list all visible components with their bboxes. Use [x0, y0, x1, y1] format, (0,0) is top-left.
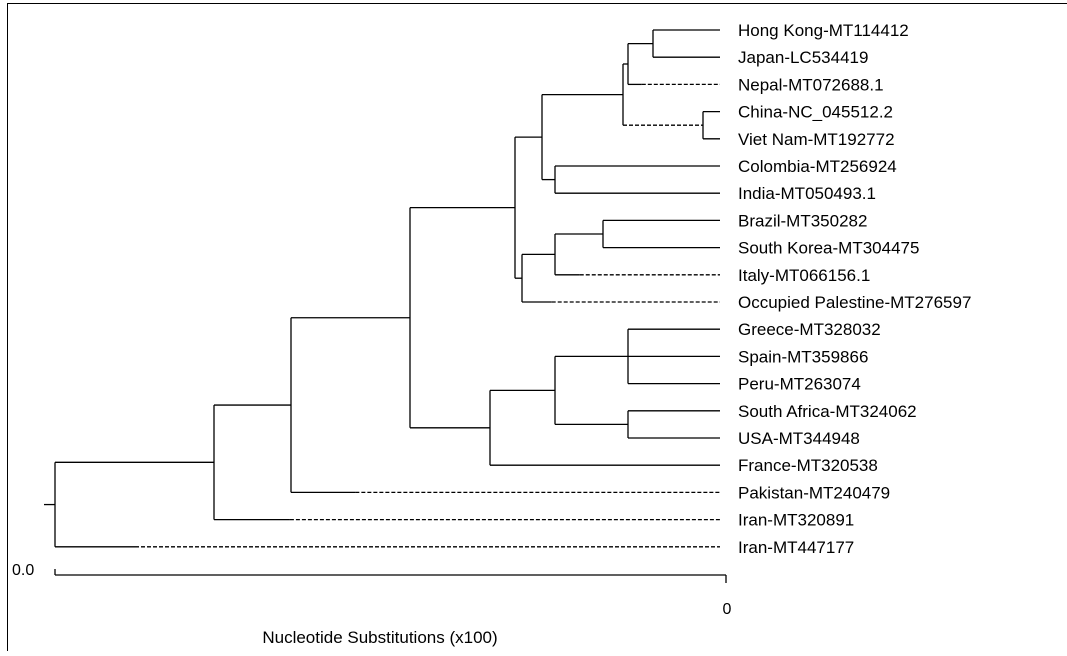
- taxon-label: Occupied Palestine-MT276597: [738, 293, 971, 312]
- scale-max-label: 0: [723, 601, 732, 618]
- taxon-label: Iran-MT447177: [738, 538, 854, 557]
- taxon-label: Italy-MT066156.1: [738, 266, 870, 285]
- taxon-label: South Korea-MT304475: [738, 239, 919, 258]
- taxon-label: Hong Kong-MT114412: [738, 21, 909, 40]
- taxon-label: Japan-LC534419: [738, 48, 868, 67]
- tree-branches: [44, 30, 720, 547]
- taxon-label: Viet Nam-MT192772: [738, 130, 895, 149]
- taxon-label: Colombia-MT256924: [738, 157, 897, 176]
- scale-min-label: 0.0: [12, 562, 34, 579]
- taxon-labels: Hong Kong-MT114412 Japan-LC534419 Nepal-MT…: [738, 21, 971, 557]
- taxon-label: Peru-MT263074: [738, 375, 861, 394]
- scale-bar: 0.0 0 Nucleotide Substitutions (x100): [12, 562, 732, 647]
- taxon-label: USA-MT344948: [738, 429, 860, 448]
- taxon-label: Greece-MT328032: [738, 320, 881, 339]
- taxon-label: India-MT050493.1: [738, 184, 876, 203]
- taxon-label: Brazil-MT350282: [738, 211, 867, 230]
- scale-axis-title: Nucleotide Substitutions (x100): [262, 628, 497, 647]
- figure-frame: [8, 4, 1067, 652]
- taxon-label: China-NC_045512.2: [738, 103, 893, 122]
- taxon-label: South Africa-MT324062: [738, 402, 917, 421]
- taxon-label: France-MT320538: [738, 456, 878, 475]
- taxon-label: Pakistan-MT240479: [738, 483, 890, 502]
- taxon-label: Nepal-MT072688.1: [738, 75, 884, 94]
- taxon-label: Spain-MT359866: [738, 347, 868, 366]
- taxon-label: Iran-MT320891: [738, 511, 854, 530]
